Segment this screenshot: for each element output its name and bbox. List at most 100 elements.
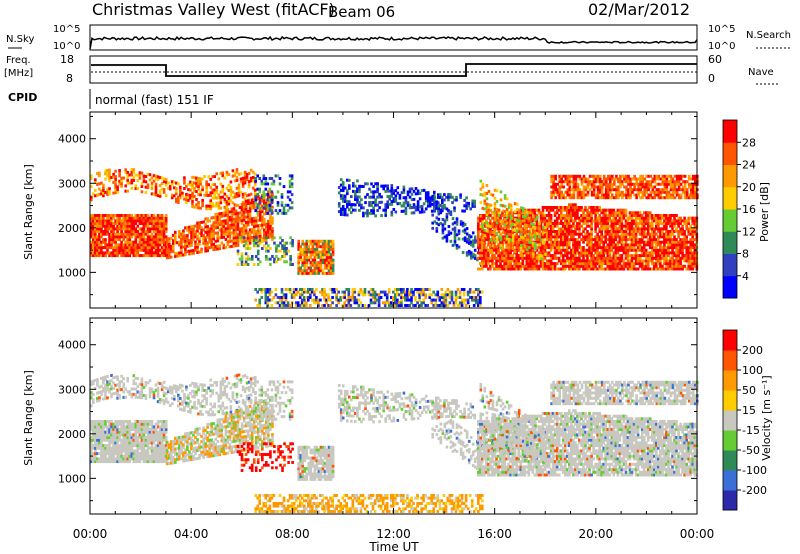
heatmap-cell [238, 227, 242, 231]
heatmap-cell [92, 246, 95, 250]
heatmap-cell [248, 217, 252, 221]
heatmap-cell [307, 288, 310, 291]
heatmap-cell [148, 216, 152, 220]
heatmap-cell [142, 243, 146, 247]
heatmap-cell [497, 264, 500, 268]
heatmap-cell [167, 256, 171, 259]
heatmap-cell [471, 239, 475, 243]
heatmap-cell [462, 301, 466, 305]
heatmap-cell [142, 177, 146, 181]
heatmap-cell [523, 238, 527, 242]
heatmap-cell [367, 304, 371, 307]
heatmap-cell [515, 216, 519, 220]
heatmap-cell [339, 183, 343, 187]
heatmap-cell [212, 226, 216, 230]
heatmap-cell [455, 220, 459, 223]
heatmap-cell [351, 290, 355, 294]
heatmap-cell [519, 256, 523, 260]
heatmap-cell [402, 190, 406, 194]
heatmap-cell [436, 290, 440, 294]
heatmap-cell [491, 251, 494, 255]
heatmap-cell [519, 230, 523, 233]
heatmap-cell [110, 219, 113, 223]
heatmap-cell [278, 182, 282, 186]
heatmap-cell [114, 177, 117, 181]
heatmap-cell [321, 255, 325, 259]
heatmap-cell [495, 214, 498, 217]
heatmap-cell [439, 203, 442, 207]
heatmap-cell [497, 254, 500, 258]
heatmap-cell [436, 296, 440, 299]
heatmap-cell [132, 224, 136, 228]
heatmap-cell [207, 183, 211, 187]
heatmap-cell [189, 194, 192, 197]
heatmap-cell [507, 211, 510, 215]
heatmap-cell [489, 209, 493, 213]
heatmap-cell [483, 248, 486, 252]
heatmap-cell [197, 203, 200, 207]
heatmap-cell [555, 262, 559, 266]
heatmap-cell [313, 239, 317, 243]
heatmap-cell [384, 208, 388, 212]
heatmap-cell [118, 174, 121, 178]
heatmap-cell [280, 195, 284, 199]
heatmap-cell [416, 192, 420, 196]
heatmap-cell [154, 251, 158, 255]
heatmap-cell [288, 179, 292, 183]
heatmap-cell [400, 298, 403, 302]
heatmap-cell [252, 230, 256, 234]
heatmap-cell [268, 298, 272, 302]
heatmap-cell [290, 201, 294, 205]
heatmap-cell [333, 290, 336, 294]
heatmap-cell [505, 234, 509, 238]
heatmap-cell [386, 189, 390, 193]
heatmap-cell [485, 232, 488, 236]
heatmap-cell [463, 204, 466, 208]
heatmap-cell [479, 254, 482, 258]
heatmap-cell [440, 301, 444, 305]
heatmap-cell [140, 240, 144, 244]
heatmap-cell [453, 206, 456, 210]
heatmap-cell [256, 240, 260, 244]
heatmap-cell [433, 204, 437, 208]
heatmap-cell [517, 256, 521, 260]
heatmap-cell [211, 191, 215, 195]
heatmap-cell [251, 170, 255, 174]
heatmap-cell [158, 232, 162, 236]
heatmap-cell [138, 235, 142, 239]
heatmap-cell [402, 196, 406, 200]
heatmap-cell [253, 191, 257, 195]
heatmap-cell [465, 196, 468, 200]
heatmap-cell [196, 245, 199, 249]
heatmap-cell [242, 226, 246, 230]
heatmap-cell [150, 214, 154, 217]
heatmap-cell [174, 252, 177, 256]
heatmap-cell [440, 293, 444, 297]
heatmap-cell [319, 290, 322, 294]
heatmap-cell [388, 197, 392, 201]
heatmap-cell [154, 248, 158, 252]
heatmap-cell [443, 193, 446, 197]
heatmap-cell [263, 231, 266, 235]
heatmap-cell [493, 228, 497, 232]
heatmap-cell [501, 227, 504, 231]
heatmap-cell [96, 243, 99, 247]
heatmap-cell [224, 211, 228, 215]
heatmap-cell [380, 195, 383, 199]
heatmap-cell [238, 257, 242, 261]
heatmap-cell [102, 183, 105, 187]
heatmap-cell [273, 236, 276, 240]
heatmap-cell [226, 243, 230, 246]
heatmap-cell [246, 223, 250, 227]
heatmap-cell [258, 201, 262, 205]
heatmap-cell [358, 203, 361, 207]
heatmap-cell [90, 174, 93, 178]
heatmap-cell [281, 247, 284, 250]
heatmap-cell [112, 238, 115, 242]
heatmap-cell [100, 224, 103, 228]
heatmap-cell [345, 298, 349, 302]
heatmap-cell [233, 179, 237, 183]
heatmap-cell [140, 254, 144, 258]
heatmap-cell [311, 242, 315, 246]
heatmap-cell [493, 196, 497, 200]
